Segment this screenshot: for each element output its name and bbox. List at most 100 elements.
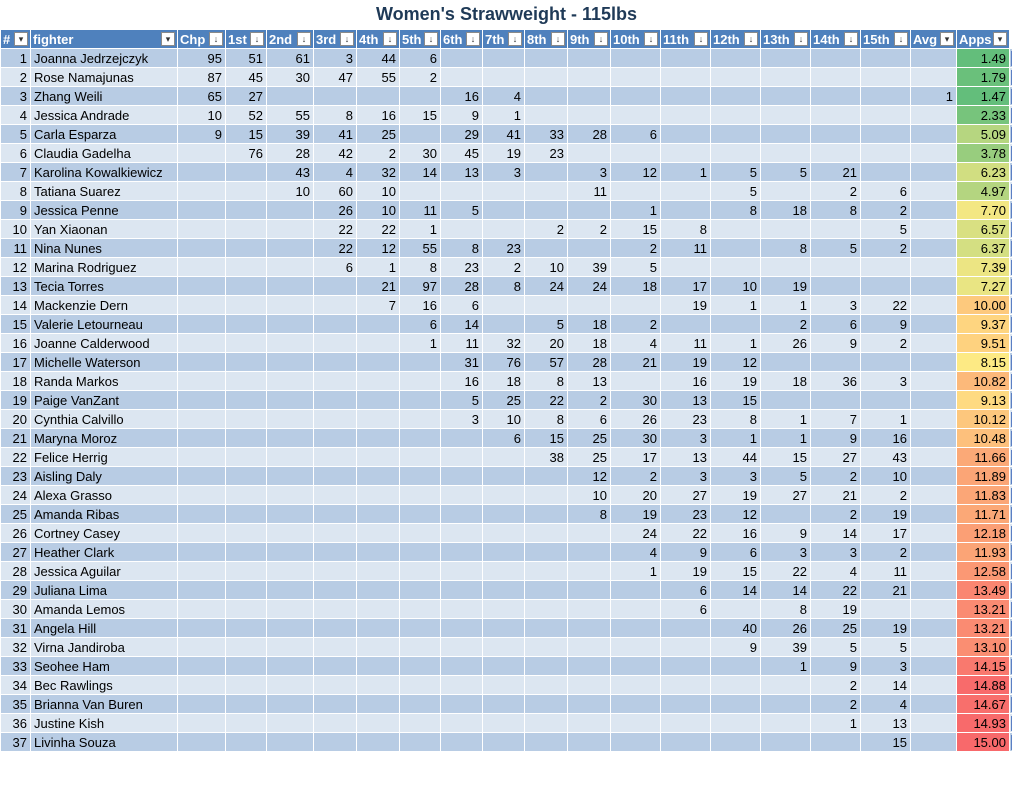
avg-cell[interactable]: 13.10	[956, 637, 1010, 657]
rank-count-cell[interactable]	[177, 428, 226, 448]
rank-count-cell[interactable]	[177, 656, 226, 676]
apps-cell[interactable]: 266	[1009, 124, 1013, 144]
rank-count-cell[interactable]	[225, 200, 267, 220]
rank-count-cell[interactable]: 2	[860, 542, 911, 562]
sort-filter-icon[interactable]: ↓	[297, 32, 311, 46]
rank-count-cell[interactable]: 22	[313, 238, 357, 258]
rank-count-cell[interactable]	[910, 238, 957, 258]
rank-count-cell[interactable]: 1	[760, 656, 811, 676]
rank-count-cell[interactable]	[225, 333, 267, 353]
rank-count-cell[interactable]: 2	[810, 466, 861, 486]
rank-count-cell[interactable]: 65	[177, 86, 226, 106]
rank-count-cell[interactable]: 23	[440, 257, 483, 277]
apps-cell[interactable]: 266	[1009, 276, 1013, 296]
rank-count-cell[interactable]: 3	[440, 409, 483, 429]
column-header[interactable]: Chp ↓	[177, 29, 226, 49]
rank-count-cell[interactable]	[356, 466, 400, 486]
rank-count-cell[interactable]	[356, 713, 400, 733]
rank-count-cell[interactable]: 2	[810, 504, 861, 524]
fighter-name-cell[interactable]: Cynthia Calvillo	[30, 409, 178, 429]
rank-count-cell[interactable]: 8	[760, 599, 811, 619]
rank-count-cell[interactable]	[440, 618, 483, 638]
rank-cell[interactable]: 2	[0, 67, 31, 87]
rank-count-cell[interactable]	[356, 523, 400, 543]
rank-count-cell[interactable]	[266, 257, 314, 277]
rank-count-cell[interactable]	[910, 485, 957, 505]
rank-count-cell[interactable]: 9	[810, 656, 861, 676]
rank-count-cell[interactable]	[567, 86, 611, 106]
rank-count-cell[interactable]	[524, 523, 568, 543]
fighter-name-cell[interactable]: Jessica Andrade	[30, 105, 178, 125]
rank-count-cell[interactable]	[440, 675, 483, 695]
sort-filter-icon[interactable]: ↓	[209, 32, 223, 46]
rank-count-cell[interactable]	[482, 504, 525, 524]
fighter-name-cell[interactable]: Tatiana Suarez	[30, 181, 178, 201]
rank-count-cell[interactable]: 40	[710, 618, 761, 638]
rank-count-cell[interactable]: 8	[567, 504, 611, 524]
avg-cell[interactable]: 6.57	[956, 219, 1010, 239]
rank-count-cell[interactable]	[760, 86, 811, 106]
rank-count-cell[interactable]	[760, 48, 811, 68]
rank-count-cell[interactable]	[524, 466, 568, 486]
rank-count-cell[interactable]: 6	[610, 124, 661, 144]
rank-count-cell[interactable]: 2	[567, 390, 611, 410]
rank-count-cell[interactable]	[225, 561, 267, 581]
rank-count-cell[interactable]: 2	[610, 466, 661, 486]
rank-count-cell[interactable]: 10	[177, 105, 226, 125]
rank-count-cell[interactable]: 2	[810, 694, 861, 714]
avg-cell[interactable]: 5.09	[956, 124, 1010, 144]
rank-count-cell[interactable]	[225, 580, 267, 600]
rank-count-cell[interactable]	[524, 599, 568, 619]
rank-count-cell[interactable]: 1	[482, 105, 525, 125]
avg-cell[interactable]: 14.88	[956, 675, 1010, 695]
rank-count-cell[interactable]	[482, 637, 525, 657]
rank-count-cell[interactable]	[177, 447, 226, 467]
rank-count-cell[interactable]	[225, 428, 267, 448]
rank-count-cell[interactable]: 1	[399, 219, 441, 239]
rank-count-cell[interactable]	[266, 675, 314, 695]
rank-count-cell[interactable]	[266, 352, 314, 372]
rank-count-cell[interactable]	[524, 542, 568, 562]
rank-count-cell[interactable]: 7	[810, 409, 861, 429]
rank-count-cell[interactable]	[266, 618, 314, 638]
rank-count-cell[interactable]	[313, 675, 357, 695]
rank-count-cell[interactable]	[660, 694, 711, 714]
rank-count-cell[interactable]	[482, 713, 525, 733]
rank-count-cell[interactable]: 2	[810, 181, 861, 201]
apps-cell[interactable]: 260	[1009, 48, 1013, 68]
rank-count-cell[interactable]	[660, 181, 711, 201]
rank-count-cell[interactable]	[177, 352, 226, 372]
rank-count-cell[interactable]	[313, 409, 357, 429]
rank-count-cell[interactable]	[313, 542, 357, 562]
rank-count-cell[interactable]	[177, 713, 226, 733]
avg-cell[interactable]: 7.39	[956, 257, 1010, 277]
rank-count-cell[interactable]	[910, 637, 957, 657]
rank-count-cell[interactable]	[313, 694, 357, 714]
rank-count-cell[interactable]: 32	[356, 162, 400, 182]
apps-cell[interactable]: 135	[1009, 333, 1013, 353]
rank-count-cell[interactable]: 1	[760, 428, 811, 448]
rank-count-cell[interactable]	[399, 713, 441, 733]
rank-count-cell[interactable]	[225, 637, 267, 657]
rank-count-cell[interactable]	[482, 732, 525, 752]
rank-count-cell[interactable]	[910, 580, 957, 600]
rank-count-cell[interactable]: 11	[660, 333, 711, 353]
apps-cell[interactable]: 58	[1009, 637, 1013, 657]
rank-count-cell[interactable]	[760, 390, 811, 410]
rank-count-cell[interactable]	[399, 428, 441, 448]
fighter-name-cell[interactable]: Maryna Moroz	[30, 428, 178, 448]
rank-count-cell[interactable]	[356, 542, 400, 562]
rank-count-cell[interactable]: 12	[610, 162, 661, 182]
rank-count-cell[interactable]: 23	[660, 409, 711, 429]
rank-count-cell[interactable]	[860, 390, 911, 410]
rank-count-cell[interactable]: 6	[399, 314, 441, 334]
rank-count-cell[interactable]: 19	[760, 276, 811, 296]
avg-cell[interactable]: 11.83	[956, 485, 1010, 505]
rank-count-cell[interactable]: 9	[710, 637, 761, 657]
